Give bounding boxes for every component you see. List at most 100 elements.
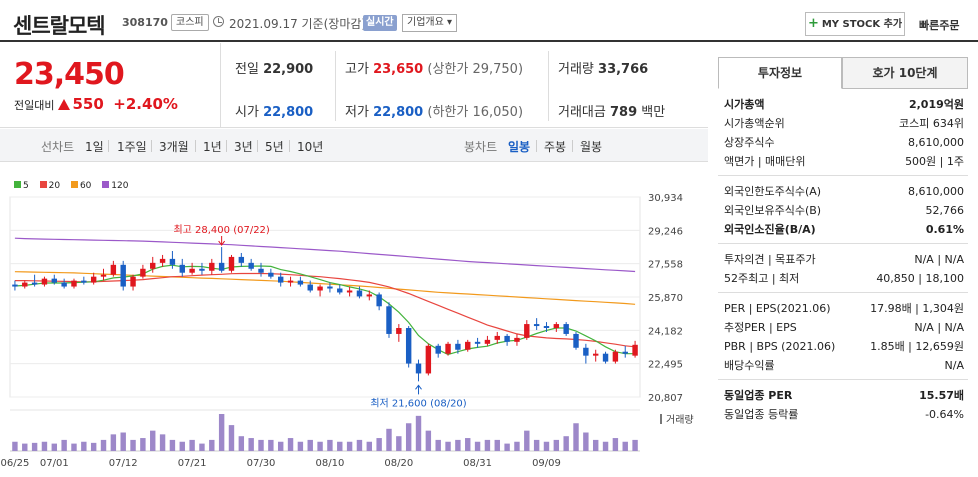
- candle-body: [494, 335, 500, 340]
- candle: [366, 290, 373, 301]
- price-stats: 전일 22,900 시가 22,800 고가 23,650 (상한가 29,75…: [221, 43, 708, 128]
- candle: [425, 343, 432, 376]
- candle-body: [337, 288, 343, 293]
- tab-3month[interactable]: 3개월: [159, 140, 189, 154]
- candle-body: [140, 268, 146, 277]
- candle: [287, 276, 294, 287]
- annotations: 최고 28,400 (07/22) 최저 21,600 (08/20): [173, 224, 466, 409]
- info-value: 2,019억원: [908, 98, 964, 111]
- candle-body: [22, 282, 28, 287]
- tab-order-book[interactable]: 호가 10단계: [842, 57, 968, 89]
- x-tick-label: 09/09: [532, 458, 561, 469]
- tab-invest-info[interactable]: 투자정보: [718, 57, 842, 89]
- my-stock-add-button[interactable]: + MY STOCK 추가: [805, 12, 905, 36]
- candle: [386, 302, 392, 338]
- market-badge: 코스피: [171, 14, 209, 31]
- info-label: 액면가 | 매매단위: [724, 155, 806, 168]
- candle: [494, 331, 500, 344]
- candle-body: [553, 324, 560, 329]
- volume-bar: [258, 439, 264, 451]
- info-row: 외국인소진율(B/A) 0.61%: [724, 220, 964, 239]
- candle-body: [455, 343, 461, 350]
- candle-body: [238, 256, 245, 263]
- company-overview-dropdown[interactable]: 기업개요 ▾: [402, 14, 458, 32]
- volume: 거래량 33,766: [558, 58, 648, 77]
- volume-bar: [435, 439, 441, 451]
- opinion-group: 투자의견 | 목표주가 N/A | N/A 52주최고 | 최저 40,850 | 1…: [718, 244, 968, 293]
- candle-body: [376, 294, 382, 307]
- info-label: 동일업종 등락률: [724, 408, 799, 421]
- info-row: 외국인한도주식수(A) 8,610,000: [724, 182, 964, 201]
- info-value: 0.61%: [925, 223, 964, 236]
- candle: [484, 335, 491, 346]
- volume-bar: [474, 441, 481, 451]
- candle-body: [514, 337, 520, 342]
- change-label: 전일대비: [14, 99, 55, 112]
- chevron-down-icon: ▾: [447, 17, 453, 28]
- volume-bar: [327, 439, 333, 451]
- candle-body: [573, 333, 579, 348]
- volume-bar: [140, 438, 146, 451]
- candle: [435, 343, 441, 358]
- volume-bar: [583, 432, 589, 451]
- candle: [100, 268, 107, 281]
- candle-body: [563, 324, 569, 334]
- candle-body: [425, 345, 432, 374]
- chart-grid: [9, 196, 641, 398]
- legend-ma5: 5: [14, 181, 29, 191]
- tab-3year[interactable]: 3년: [234, 140, 253, 154]
- date-text: 2021.09.17 기준(장마감): [229, 17, 367, 31]
- volume-bar: [592, 439, 599, 451]
- tab-1day[interactable]: 1일: [85, 140, 104, 154]
- candle-body: [366, 294, 373, 297]
- volume-bar: [376, 438, 382, 451]
- high-value: 23,650: [373, 62, 424, 77]
- volume-bar: [277, 441, 284, 451]
- candle: [179, 258, 185, 277]
- volume-bar: [12, 441, 18, 451]
- ma5-line: [14, 264, 636, 356]
- candle: [22, 280, 28, 289]
- tab-1year[interactable]: 1년: [203, 140, 222, 154]
- candle-body: [356, 290, 363, 297]
- volume-bar: [465, 438, 471, 451]
- open: 시가 22,800: [235, 101, 313, 120]
- info-value: -0.64%: [925, 408, 964, 421]
- candle: [297, 276, 304, 287]
- y-tick-label: 20,807: [648, 393, 683, 404]
- candle-body: [51, 278, 58, 283]
- volume-bar: [287, 438, 294, 451]
- candle-body: [632, 344, 638, 356]
- volume-bar: [386, 428, 392, 451]
- candle-body: [327, 286, 333, 289]
- tab-1week[interactable]: 1주일: [117, 140, 147, 154]
- tab-monthly[interactable]: 월봉: [580, 140, 603, 154]
- tab-daily[interactable]: 일봉: [508, 140, 531, 154]
- candle: [150, 256, 156, 273]
- candle-body: [159, 258, 166, 263]
- candle-body: [81, 280, 87, 283]
- x-tick-label: 07/30: [247, 458, 276, 469]
- tab-weekly[interactable]: 주봉: [544, 140, 567, 154]
- candlestick-chart[interactable]: 거래량 30,934 29,246 27,558 25,870 24,182 22,495…: [0, 0, 708, 477]
- tab-5year[interactable]: 5년: [265, 140, 284, 154]
- volume-bar: [81, 441, 87, 451]
- candle-body: [484, 339, 491, 344]
- candle-body: [602, 353, 609, 362]
- tab-10year[interactable]: 10년: [297, 140, 324, 154]
- quick-order-link[interactable]: 빠른주문: [919, 19, 960, 32]
- candle-body: [110, 264, 117, 275]
- x-tick-label: 07/21: [178, 458, 207, 469]
- info-row: 액면가 | 매매단위 500원 | 1주: [724, 152, 964, 171]
- candle-body: [120, 264, 126, 287]
- volume-bar: [396, 436, 402, 451]
- candle-body: [100, 274, 107, 277]
- candle-body: [524, 324, 530, 338]
- volume-bar: [533, 439, 540, 451]
- candle: [90, 272, 97, 285]
- volume-bar: [415, 415, 422, 451]
- info-label: 시가총액순위: [724, 117, 785, 130]
- realtime-badge[interactable]: 실시간: [363, 15, 397, 31]
- candle-body: [622, 351, 628, 354]
- divider: [335, 51, 336, 121]
